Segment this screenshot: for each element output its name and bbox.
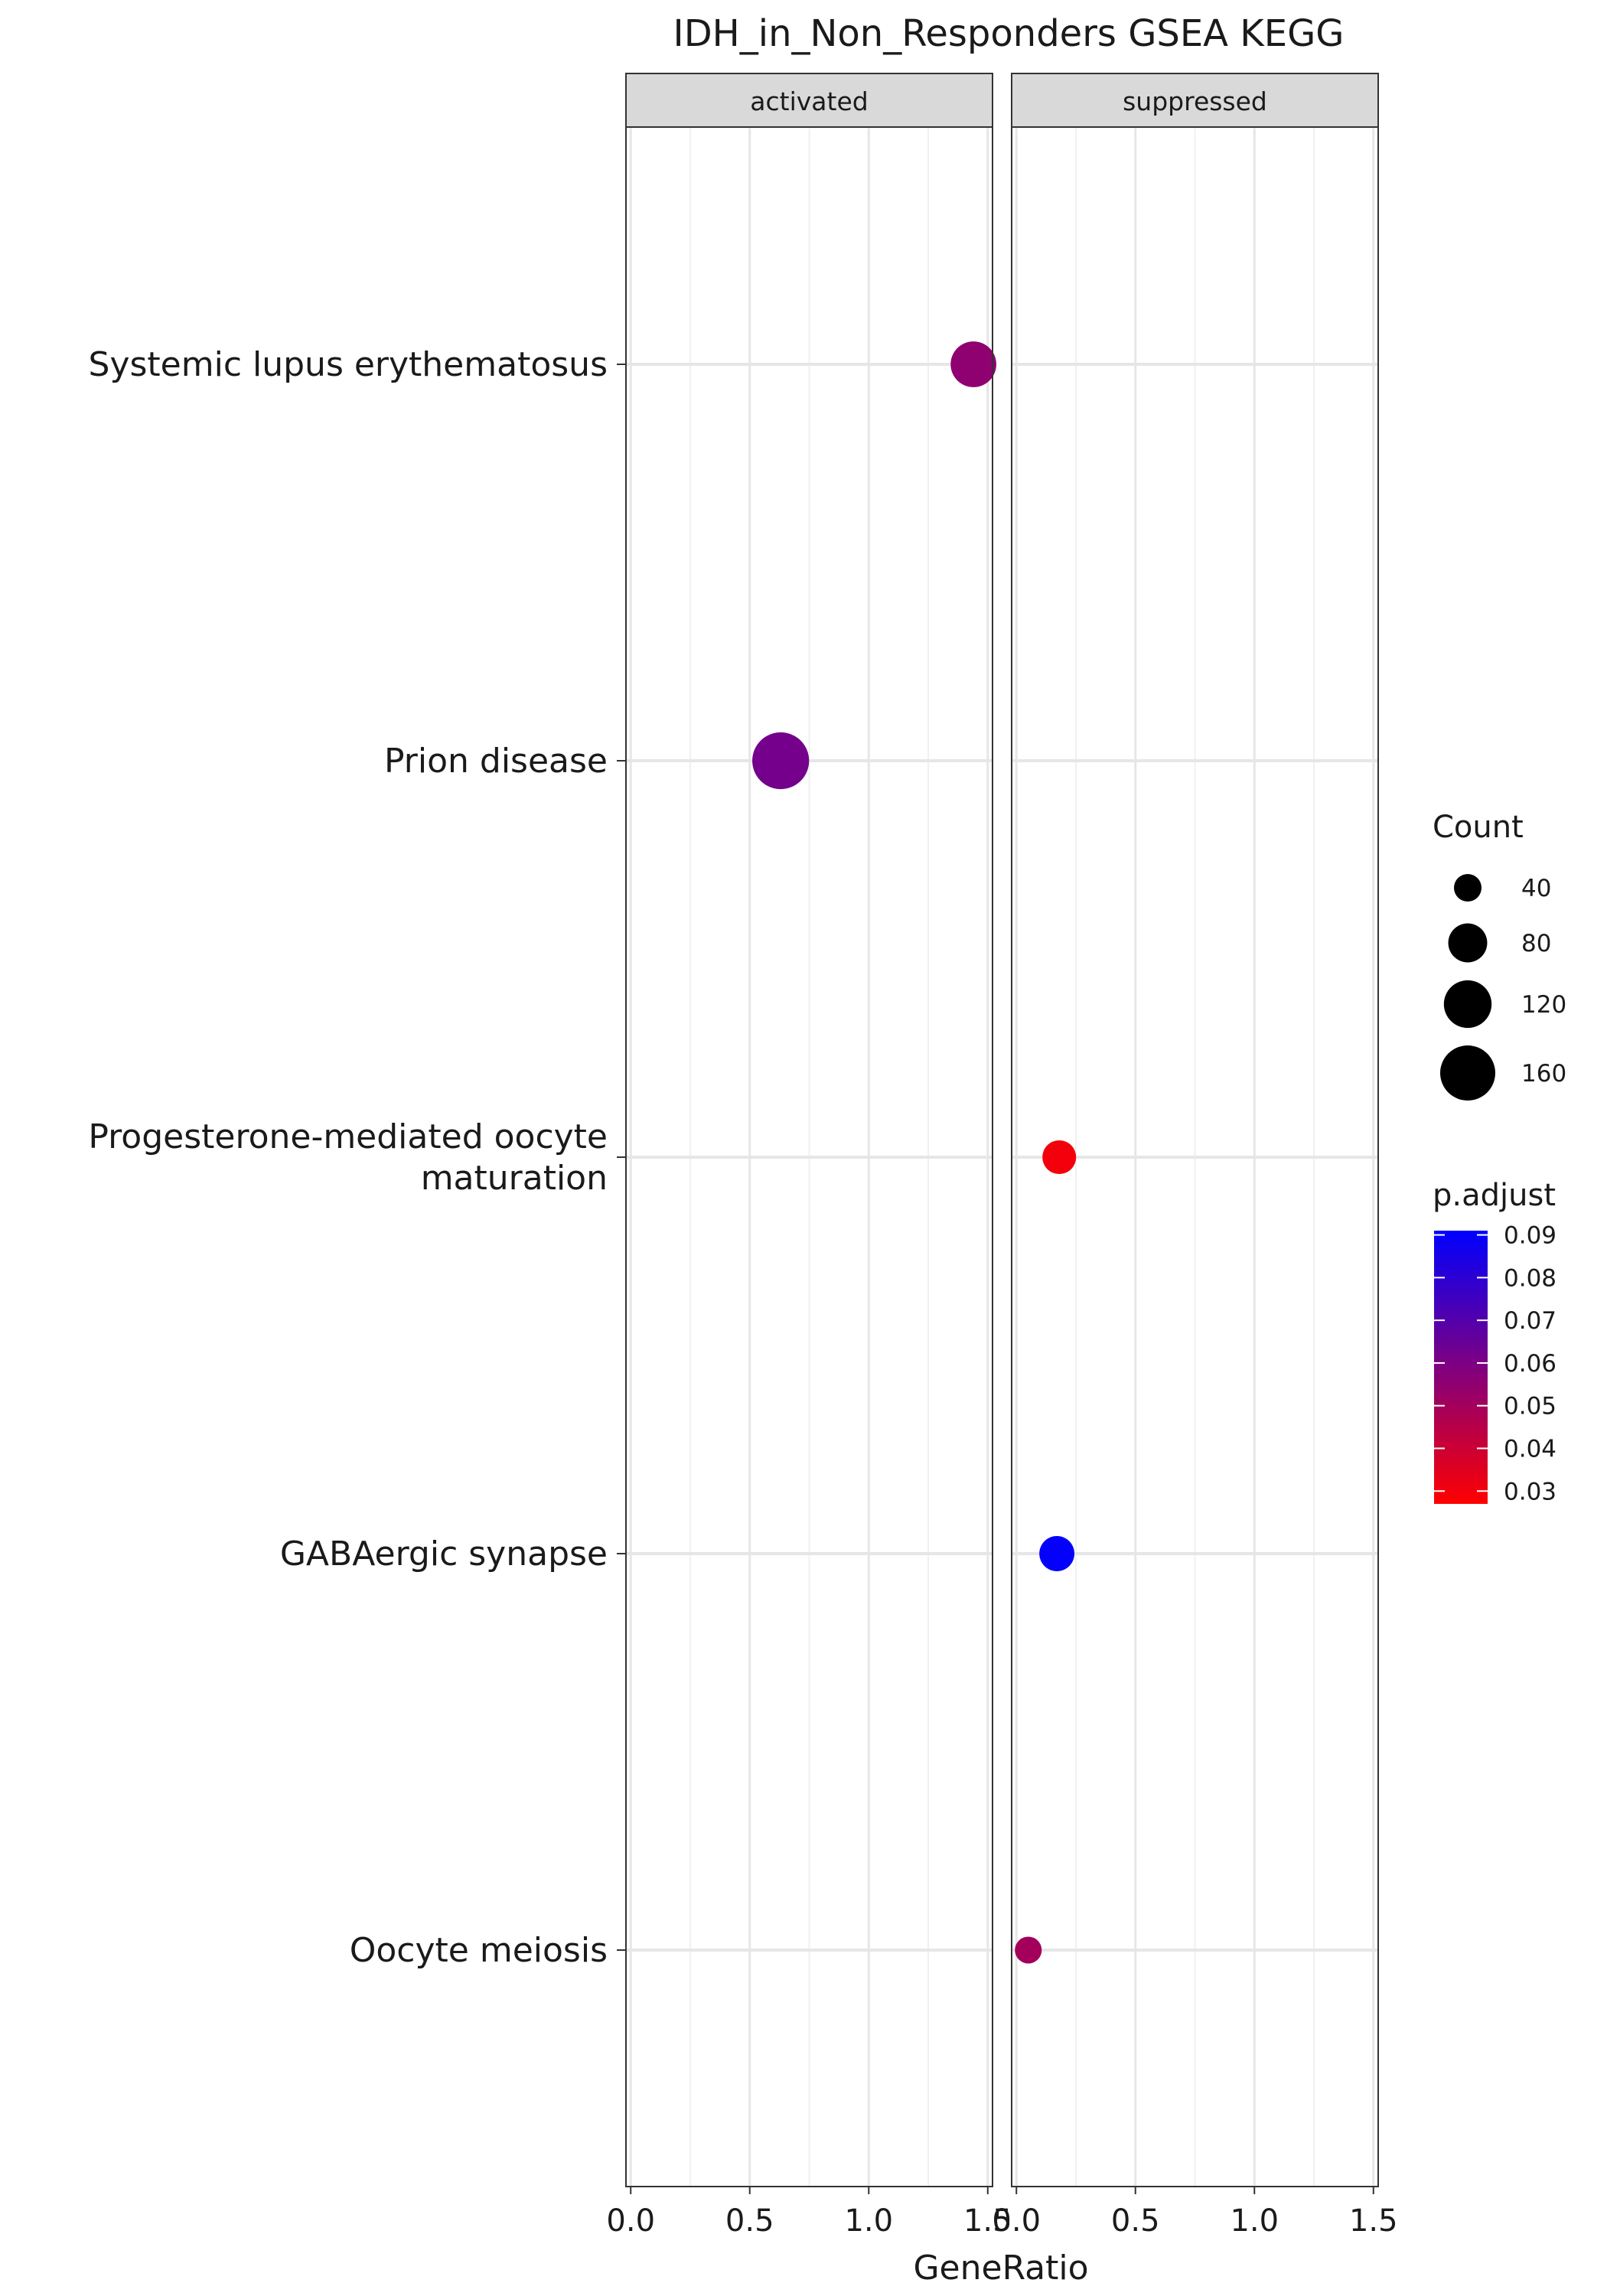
x-tick-label: 1.0 [844, 2203, 893, 2239]
p-adjust-legend-label: 0.03 [1504, 1478, 1556, 1505]
p-adjust-legend-label: 0.05 [1504, 1393, 1556, 1420]
count-legend: Count 40 80 120 160 [1433, 810, 1566, 1101]
count-legend-key [1443, 980, 1492, 1029]
x-tick-label: 0.5 [1111, 2203, 1160, 2239]
data-point [752, 732, 810, 790]
y-axis: Systemic lupus erythematosus Prion diseas… [88, 345, 626, 1970]
p-adjust-legend-label: 0.07 [1504, 1307, 1556, 1335]
p-adjust-colorbar [1434, 1231, 1488, 1504]
y-tick-label: Progesterone-mediated oocyte [88, 1117, 608, 1156]
chart-title: IDH_in_Non_Responders GSEA KEGG [673, 12, 1345, 55]
count-legend-label: 160 [1521, 1060, 1566, 1088]
facet-label: suppressed [1123, 86, 1267, 116]
y-tick-label: maturation [421, 1159, 608, 1198]
data-point [1042, 1140, 1077, 1175]
data-point [1039, 1536, 1075, 1571]
facet-label: activated [750, 86, 868, 116]
x-tick-label: 0.0 [992, 2203, 1041, 2239]
facet-strip [625, 73, 993, 128]
count-legend-key [1448, 923, 1488, 963]
p-adjust-legend: p.adjust 0.03 0.04 0.05 0.06 0.07 0.08 0.09 [1433, 1178, 1556, 1505]
count-legend-key [1440, 1045, 1495, 1101]
p-adjust-legend-title: p.adjust [1433, 1178, 1556, 1213]
data-point [950, 341, 996, 387]
data-point [1015, 1936, 1042, 1964]
y-tick-label: Oocyte meiosis [350, 1931, 608, 1970]
p-adjust-legend-label: 0.04 [1504, 1435, 1556, 1463]
p-adjust-legend-label: 0.08 [1504, 1264, 1556, 1292]
panel-activated: activated 0.0 0.5 1.0 1.5 [606, 73, 1012, 2239]
y-tick-label: Prion disease [384, 742, 608, 781]
facet-panels: activated 0.0 0.5 1.0 1.5 suppressed 0.0 0.5 1.0… [606, 73, 1398, 2239]
x-tick-label: 1.0 [1230, 2203, 1279, 2239]
p-adjust-legend-label: 0.06 [1504, 1350, 1556, 1378]
x-tick-label: 1.5 [1349, 2203, 1398, 2239]
count-legend-key [1454, 874, 1482, 902]
count-legend-label: 40 [1521, 875, 1551, 902]
count-legend-label: 120 [1521, 991, 1566, 1019]
count-legend-title: Count [1433, 810, 1524, 845]
y-tick-label: Systemic lupus erythematosus [89, 345, 608, 384]
count-legend-label: 80 [1521, 930, 1551, 957]
panel-suppressed: suppressed 0.0 0.5 1.0 1.5 [992, 73, 1398, 2239]
facet-strip [1011, 73, 1379, 128]
y-tick-label: GABAergic synapse [280, 1534, 608, 1574]
x-tick-label: 0.5 [725, 2203, 774, 2239]
x-tick-label: 1.5 [963, 2203, 1012, 2239]
p-adjust-legend-label: 0.09 [1504, 1222, 1556, 1250]
x-axis-label: GeneRatio [913, 2249, 1088, 2288]
x-tick-label: 0.0 [606, 2203, 655, 2239]
